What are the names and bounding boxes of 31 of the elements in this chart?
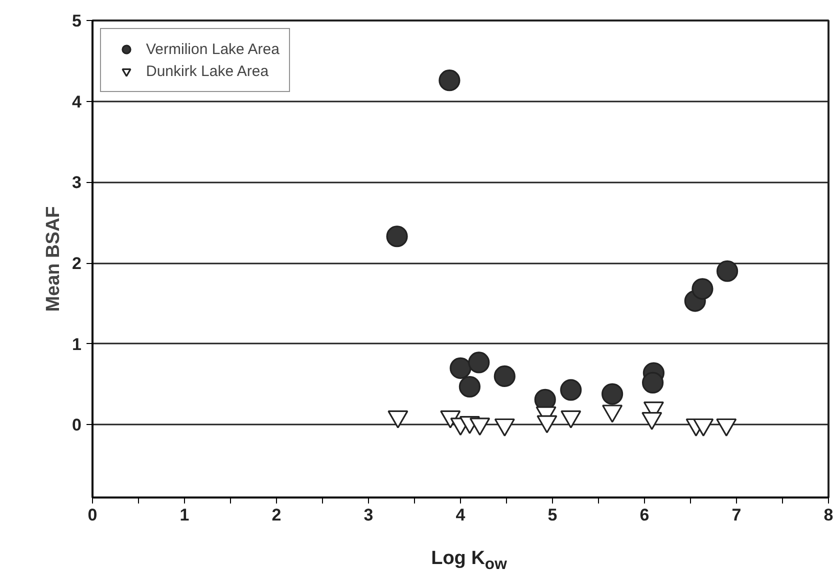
point xyxy=(494,418,515,437)
point xyxy=(386,226,408,248)
point xyxy=(693,418,714,437)
x-tick-label: 3 xyxy=(364,506,374,524)
y-tick-label: 2 xyxy=(72,254,82,274)
x-tick-label: 5 xyxy=(548,506,558,524)
point xyxy=(470,418,490,436)
point xyxy=(388,410,408,428)
point xyxy=(716,260,738,282)
y-tick-label: 3 xyxy=(72,173,82,192)
y-tick-label: 1 xyxy=(72,334,82,354)
y-tick-label: 4 xyxy=(72,92,82,112)
x-tick-label: 1 xyxy=(180,506,190,524)
x-tick-label: 4 xyxy=(456,506,466,524)
point xyxy=(716,418,737,437)
x-tick-label: 0 xyxy=(88,506,98,524)
x-axis-title: Log K$_{ow}$ xyxy=(431,547,507,575)
y-axis-title: Mean BSAF xyxy=(43,206,64,312)
x-tick-label: 8 xyxy=(824,506,834,524)
legend-label: Vermilion Lake Area xyxy=(146,40,280,58)
x-tick-label: 7 xyxy=(732,506,742,524)
point xyxy=(560,410,582,428)
point xyxy=(602,404,623,423)
x-tick-label: 2 xyxy=(272,506,282,524)
x-tick-label: 6 xyxy=(640,506,650,524)
point xyxy=(536,415,558,434)
point xyxy=(642,412,662,430)
legend-label: Dunkirk Lake Area xyxy=(146,62,269,80)
y-tick-label: 0 xyxy=(72,416,82,435)
y-tick-label: 5 xyxy=(72,12,82,30)
point xyxy=(692,278,714,300)
